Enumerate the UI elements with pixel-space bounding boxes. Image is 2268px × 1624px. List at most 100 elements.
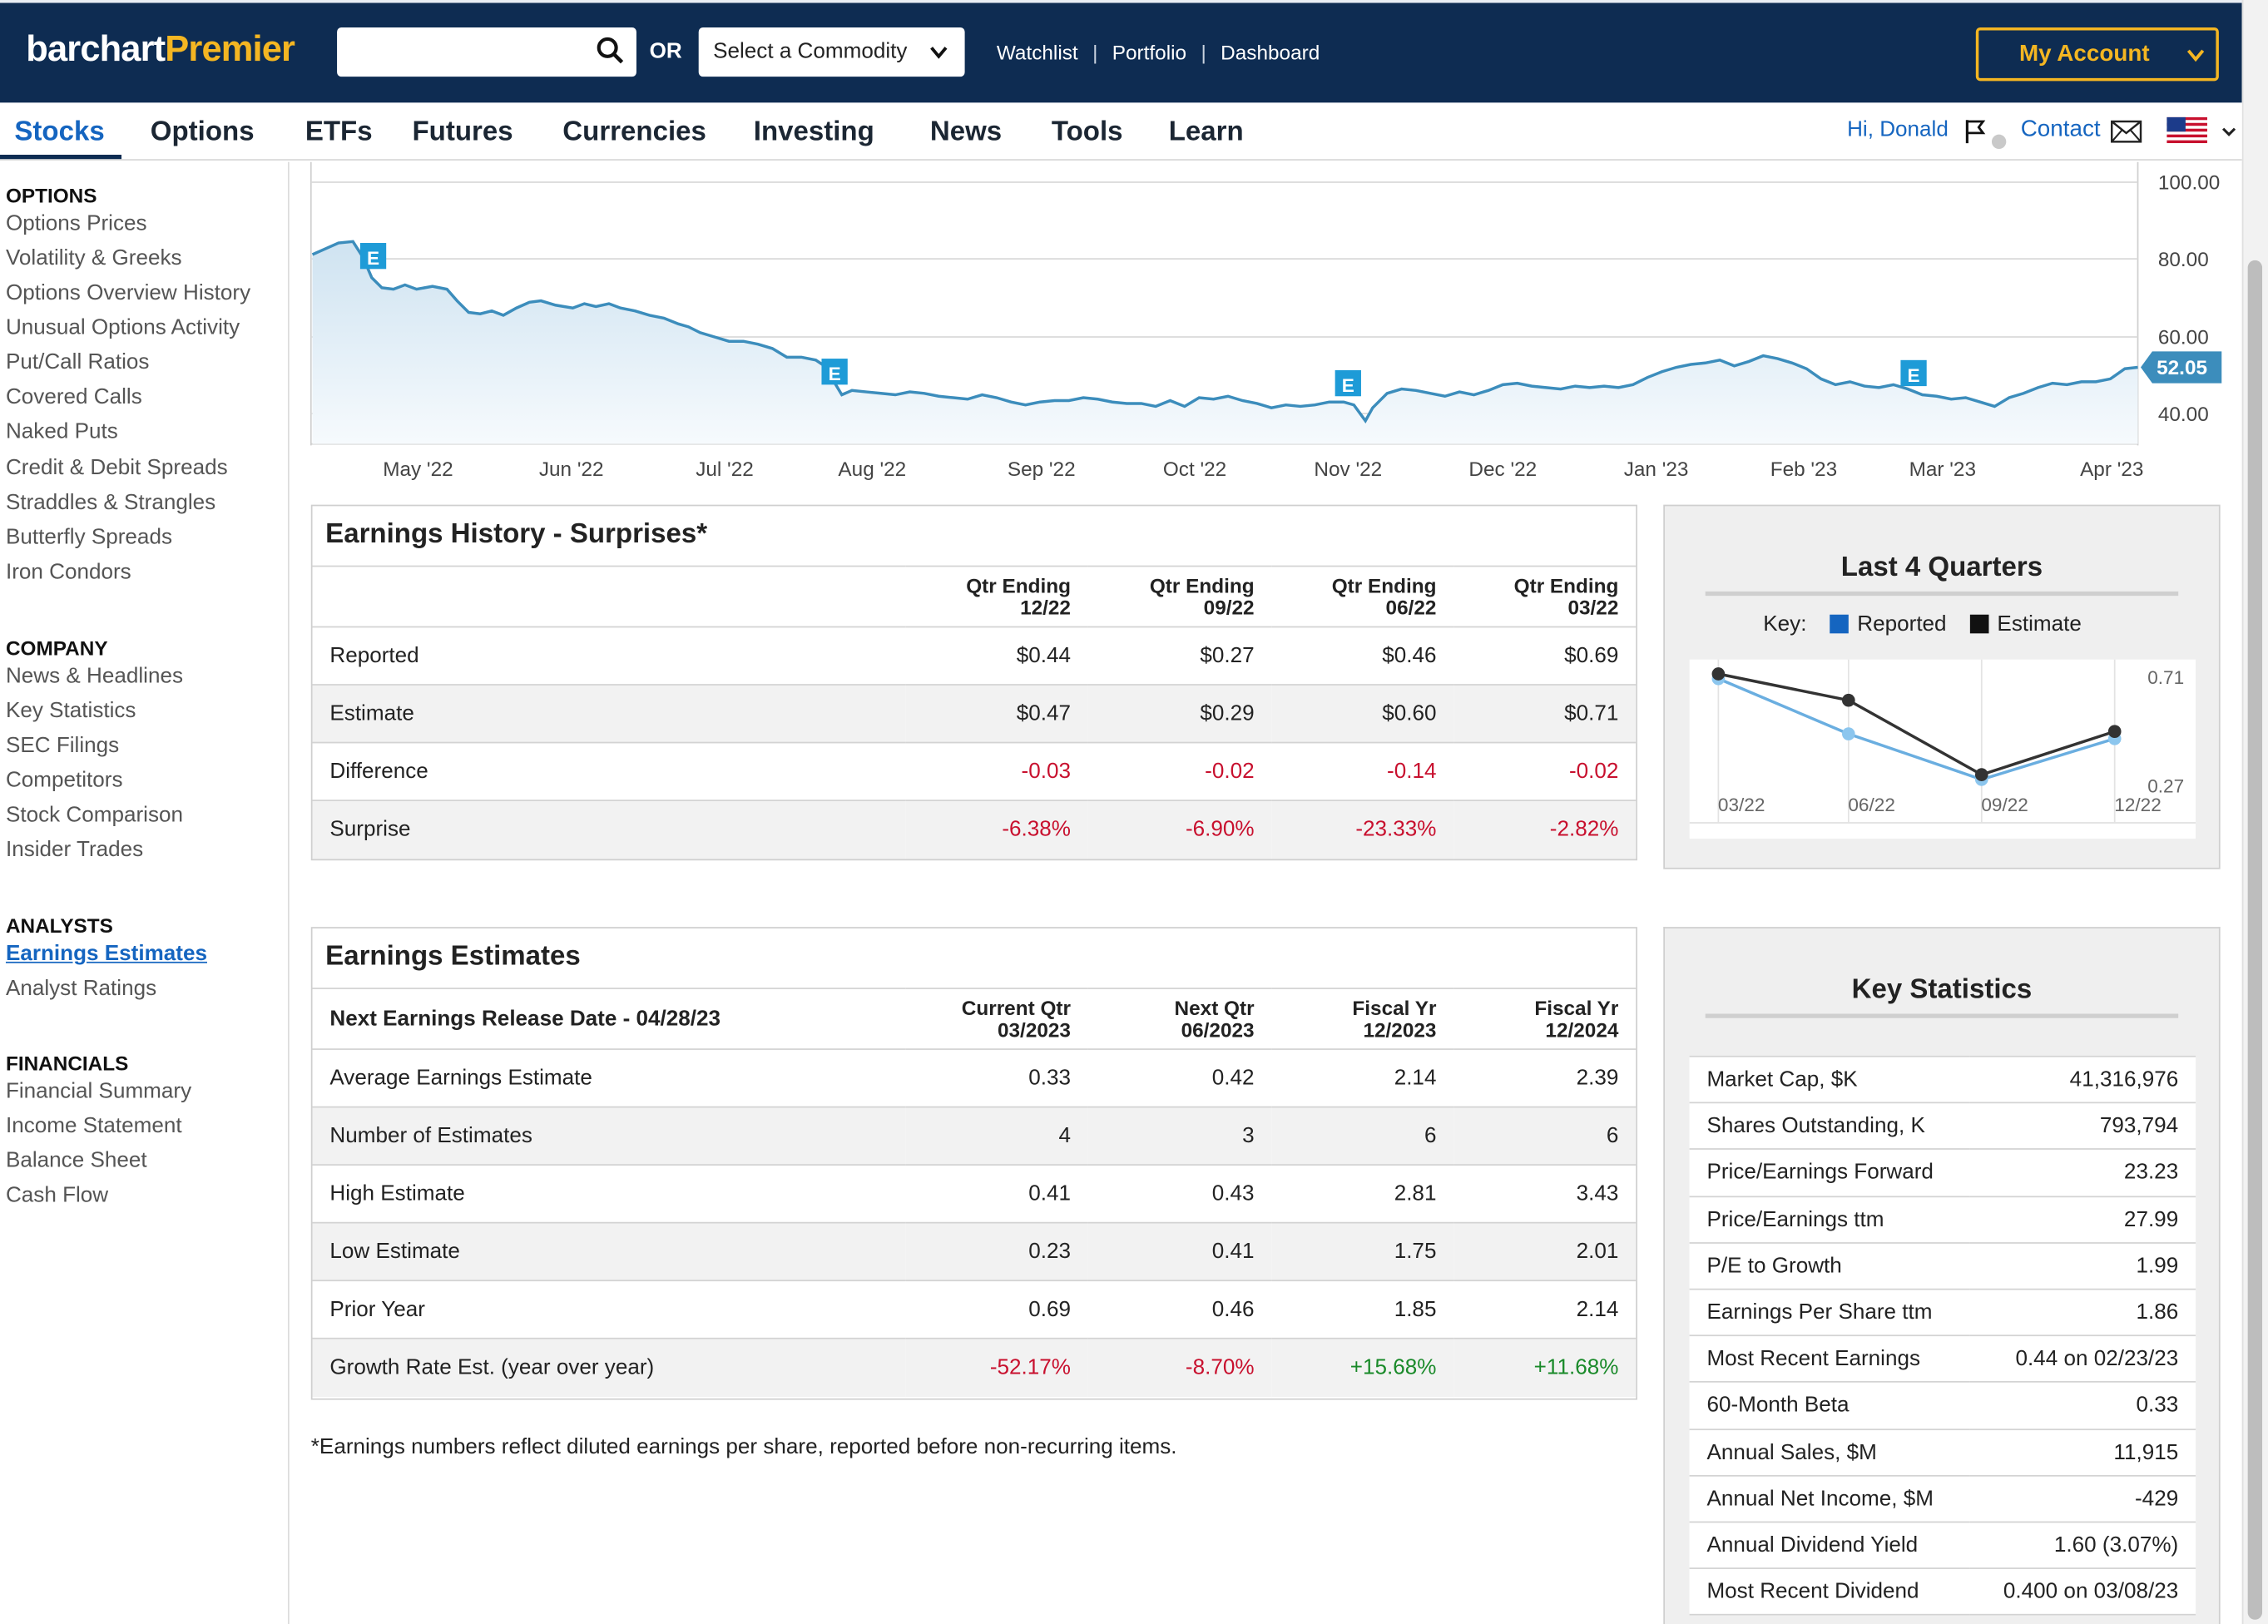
sidebar-item-options-prices[interactable]: Options Prices — [5, 210, 147, 236]
table-cell: 3 — [1087, 1106, 1272, 1166]
us-flag-icon[interactable] — [2166, 116, 2207, 144]
active-tab-underline — [0, 154, 122, 160]
price-history-chart[interactable]: E E E E 100.00 80.00 60.00 40.00 52.05 M… — [309, 161, 2222, 489]
legend-label-reported: Reported — [1857, 611, 1947, 636]
sidebar-item-key-statistics[interactable]: Key Statistics — [5, 698, 136, 724]
table-cell: $0.71 — [1453, 684, 1637, 743]
contact-link[interactable]: Contact — [2020, 116, 2101, 142]
stat-label: Annual Net Income, $M — [1689, 1474, 1971, 1523]
column-header-line: Qtr Ending — [966, 573, 1071, 597]
tab-learn[interactable]: Learn — [1168, 116, 1244, 148]
data-point-reported[interactable] — [1842, 727, 1855, 740]
commodity-select[interactable]: Select a Commodity — [698, 27, 965, 77]
tab-tools[interactable]: Tools — [1051, 116, 1123, 148]
watchlist-link[interactable]: Watchlist — [996, 40, 1078, 64]
page-scrollbar[interactable] — [2241, 0, 2268, 1624]
earnings-estimates-panel: Earnings Estimates Next Earnings Release… — [310, 927, 1638, 1400]
sidebar-item-income-statement[interactable]: Income Statement — [5, 1113, 182, 1138]
chevron-down-icon[interactable] — [2221, 123, 2238, 141]
table-row: Average Earnings Estimate 0.33 0.42 2.14… — [312, 1048, 1637, 1107]
sidebar-item-options-overview-history[interactable]: Options Overview History — [5, 280, 251, 305]
sidebar-header-company: COMPANY — [5, 636, 108, 660]
sidebar-item-insider-trades[interactable]: Insider Trades — [5, 837, 144, 862]
column-header: Qtr Ending 03/22 — [1453, 565, 1637, 627]
sidebar-item-cash-flow[interactable]: Cash Flow — [5, 1182, 109, 1208]
sidebar-item-put-call-ratios[interactable]: Put/Call Ratios — [5, 349, 150, 375]
tab-options[interactable]: Options — [150, 116, 255, 148]
notification-dot-icon — [1991, 134, 2007, 150]
tab-investing[interactable]: Investing — [753, 116, 874, 148]
table-header-row: Qtr Ending 12/22 Qtr Ending 09/22 Qtr Endi… — [312, 565, 1637, 627]
portfolio-link[interactable]: Portfolio — [1112, 40, 1187, 64]
y-tick-label: 80.00 — [2158, 249, 2209, 271]
sidebar-item-butterfly-spreads[interactable]: Butterfly Spreads — [5, 524, 172, 550]
search-icon[interactable] — [596, 36, 625, 65]
sidebar-item-iron-condors[interactable]: Iron Condors — [5, 559, 131, 585]
data-point-estimate[interactable] — [1711, 667, 1726, 681]
table-cell: 4 — [905, 1106, 1088, 1166]
tab-news[interactable]: News — [929, 116, 1003, 148]
svg-text:E: E — [1342, 375, 1354, 396]
column-header: Qtr Ending 12/22 — [905, 565, 1088, 627]
data-point-estimate[interactable] — [1842, 693, 1855, 707]
dashboard-link[interactable]: Dashboard — [1221, 40, 1320, 64]
sidebar-item-sec-filings[interactable]: SEC Filings — [5, 733, 120, 758]
scrollbar-thumb[interactable] — [2247, 260, 2263, 1620]
stat-label: Market Cap, $K — [1689, 1055, 1971, 1104]
row-label: High Estimate — [312, 1164, 906, 1223]
stat-value: 27.99 — [1970, 1195, 2196, 1244]
barchart-logo[interactable]: barchartPremier — [26, 29, 295, 71]
table-cell: 0.23 — [905, 1221, 1088, 1281]
table-row: Annual Dividend Yield 1.60 (3.07%) — [1689, 1521, 2196, 1570]
last-4-quarters-panel: Last 4 Quarters Key: Reported Estimate 0… — [1663, 504, 2221, 869]
sidebar-item-unusual-options-activity[interactable]: Unusual Options Activity — [5, 314, 240, 340]
sidebar-item-credit-debit-spreads[interactable]: Credit & Debit Spreads — [5, 455, 228, 481]
sidebar-item-news-headlines[interactable]: News & Headlines — [5, 663, 184, 689]
tab-etfs[interactable]: ETFs — [305, 116, 373, 148]
tab-futures[interactable]: Futures — [412, 116, 513, 148]
sidebar-item-naked-puts[interactable]: Naked Puts — [5, 419, 118, 444]
title-rule — [1705, 1013, 2179, 1018]
logo-text-barchart: barchart — [26, 28, 166, 70]
earnings-marker[interactable]: E — [1900, 359, 1927, 387]
flag-icon[interactable] — [1963, 117, 1988, 146]
sidebar-item-balance-sheet[interactable]: Balance Sheet — [5, 1148, 147, 1173]
earnings-marker[interactable]: E — [821, 359, 848, 385]
my-account-button[interactable]: My Account — [1975, 27, 2219, 82]
data-point-estimate[interactable] — [2107, 725, 2122, 739]
series-line-estimate — [1718, 672, 2116, 777]
earnings-marker[interactable]: E — [1335, 369, 1361, 397]
earnings-estimates-table: Next Earnings Release Date - 04/28/23 Cu… — [312, 988, 1637, 1397]
sidebar-item-stock-comparison[interactable]: Stock Comparison — [5, 802, 184, 828]
table-row: Reported $0.44 $0.27 $0.46 $0.69 — [312, 626, 1637, 686]
table-row: High Estimate 0.41 0.43 2.81 3.43 — [312, 1164, 1637, 1223]
sidebar-item-competitors[interactable]: Competitors — [5, 767, 123, 793]
user-greeting-link[interactable]: Hi, Donald — [1847, 116, 1949, 142]
sidebar-header-options: OPTIONS — [5, 183, 97, 207]
sidebar-item-analyst-ratings[interactable]: Analyst Ratings — [5, 976, 157, 1001]
sidebar-item-financial-summary[interactable]: Financial Summary — [5, 1078, 192, 1104]
tab-currencies[interactable]: Currencies — [562, 116, 706, 148]
table-cell: +11.68% — [1453, 1337, 1637, 1397]
sidebar-item-covered-calls[interactable]: Covered Calls — [5, 384, 142, 409]
sidebar-item-volatility-greeks[interactable]: Volatility & Greeks — [5, 245, 182, 271]
data-point-estimate[interactable] — [1974, 768, 1988, 781]
mail-icon[interactable] — [2111, 120, 2142, 143]
table-cell: 2.39 — [1453, 1048, 1637, 1107]
stat-label: Price/Earnings Forward — [1689, 1148, 1971, 1197]
sidebar-item-earnings-estimates[interactable]: Earnings Estimates — [5, 941, 207, 967]
symbol-search-input[interactable] — [337, 27, 636, 77]
sidebar-item-straddles-strangles[interactable]: Straddles & Strangles — [5, 490, 216, 515]
earnings-marker[interactable]: E — [359, 243, 387, 270]
table-row: Estimate $0.47 $0.29 $0.60 $0.71 — [312, 684, 1637, 743]
table-row: Most Recent Earnings 0.44 on 02/23/23 — [1689, 1334, 2196, 1384]
table-cell: 6 — [1453, 1106, 1637, 1166]
tab-stocks[interactable]: Stocks — [14, 116, 105, 148]
x-tick-label: Feb '23 — [1770, 458, 1837, 481]
table-row: Annual Sales, $M 11,915 — [1689, 1428, 2196, 1477]
column-header-line: Qtr Ending — [1149, 573, 1255, 597]
last-4-quarters-chart[interactable]: 0.71 0.27 03/22 06/22 09/22 12/22 — [1689, 659, 2196, 839]
x-tick-label: Mar '23 — [1909, 458, 1976, 481]
table-cell: 6 — [1271, 1106, 1454, 1166]
table-cell: $0.27 — [1087, 626, 1272, 686]
